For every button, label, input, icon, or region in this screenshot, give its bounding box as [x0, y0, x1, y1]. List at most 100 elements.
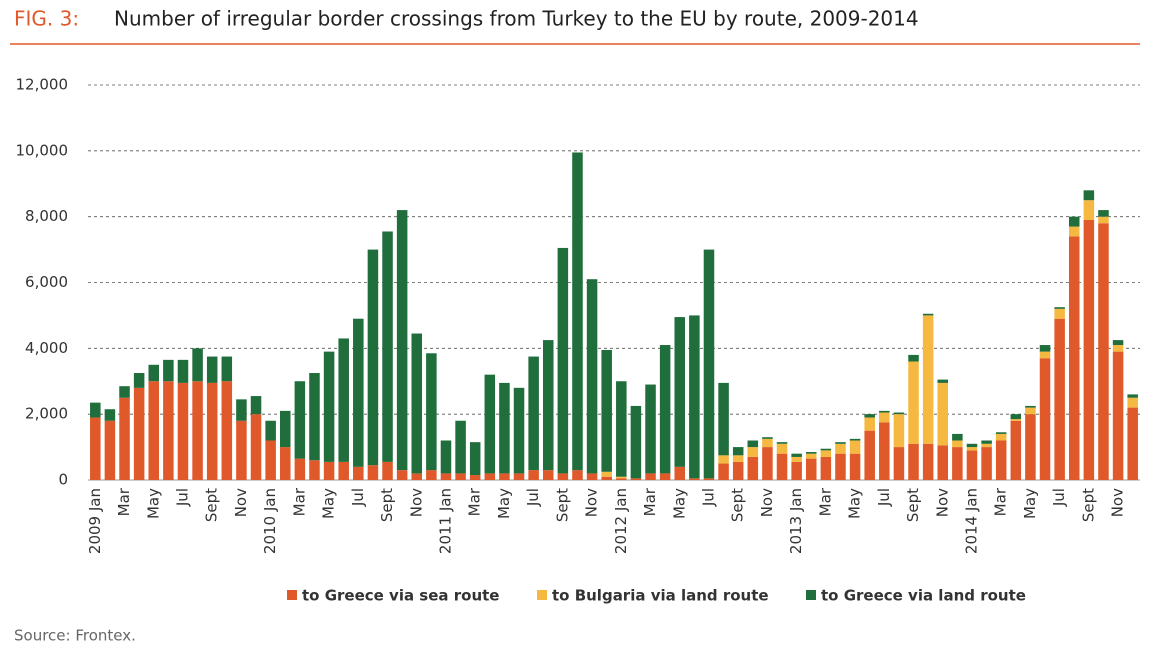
- x-tick-label: Jul: [699, 488, 717, 507]
- bar-segment: [163, 381, 174, 480]
- bar-segment: [732, 447, 744, 456]
- bar-segment: [250, 396, 262, 415]
- bar-segment: [323, 351, 335, 462]
- bar-segment: [645, 473, 656, 480]
- x-tick-label: Sept: [378, 488, 396, 522]
- bar-segment: [1098, 223, 1109, 480]
- bar-segment: [747, 447, 759, 457]
- bar-segment: [469, 475, 481, 480]
- bar-segment: [236, 399, 247, 421]
- bar-segment: [659, 345, 671, 474]
- bar-segment: [995, 433, 1007, 441]
- bar-segment: [1039, 358, 1051, 480]
- bar-segment: [513, 387, 525, 474]
- bar-segment: [732, 455, 744, 462]
- bar-segment: [411, 473, 423, 480]
- bar-segment: [294, 458, 306, 480]
- bar-segment: [133, 387, 145, 480]
- bar-segment: [849, 453, 861, 480]
- bar-segment: [791, 461, 802, 480]
- bar-segment: [279, 447, 291, 480]
- bar-segment: [981, 440, 992, 444]
- bar-segment: [893, 412, 905, 415]
- bar-segment: [820, 450, 832, 457]
- bar-segment: [820, 448, 832, 451]
- x-tick-label: 2013 Jan: [787, 488, 805, 554]
- bar-segment: [440, 473, 452, 480]
- x-tick-label: Nov: [232, 488, 250, 517]
- legend-swatch: [287, 590, 297, 600]
- bar-segment: [90, 417, 101, 480]
- x-tick-label: 2012 Jan: [612, 488, 630, 554]
- bar-segment: [893, 414, 905, 448]
- bar-segment: [791, 453, 802, 457]
- bar-segment: [835, 442, 846, 444]
- bar-segment: [469, 442, 481, 476]
- bar-segment: [440, 440, 452, 474]
- bar-segment: [674, 466, 686, 480]
- bar-segment: [601, 349, 612, 472]
- bar-segment: [762, 437, 773, 439]
- bar-segment: [616, 381, 627, 477]
- bar-segment: [776, 453, 788, 480]
- bar-segment: [966, 443, 978, 448]
- x-tick-label: 2011 Jan: [436, 488, 454, 554]
- bar-segment: [864, 417, 875, 431]
- bar-segment: [718, 382, 729, 456]
- bar-segment: [835, 453, 846, 480]
- bar-segment: [616, 476, 627, 479]
- source: Source: Frontex.: [14, 627, 136, 645]
- bar-segment: [323, 461, 335, 480]
- bar-segment: [805, 458, 817, 480]
- bar-segment: [221, 381, 233, 480]
- bar-segment: [426, 353, 437, 471]
- bar-segment: [849, 438, 861, 441]
- bar-segment: [163, 359, 174, 382]
- bar-segment: [396, 210, 408, 471]
- bar-segment: [1068, 236, 1080, 480]
- x-tick-label: Mar: [290, 487, 308, 516]
- bar-segment: [586, 473, 598, 480]
- bar-segment: [513, 473, 525, 480]
- x-tick-label: Jul: [1050, 488, 1068, 507]
- bar-segment: [981, 447, 992, 480]
- bar-segment: [1127, 394, 1138, 398]
- bar-segment: [937, 379, 949, 383]
- bar-segment: [1025, 414, 1036, 480]
- x-tick-label: Mar: [641, 487, 659, 516]
- x-tick-label: Sept: [729, 488, 747, 522]
- x-tick-label: Nov: [933, 488, 951, 517]
- bar-segment: [966, 447, 978, 451]
- bar-segment: [952, 440, 963, 448]
- bar-segment: [805, 453, 817, 459]
- bar-segment: [586, 279, 598, 474]
- bar-segment: [703, 249, 715, 479]
- bar-segment: [119, 386, 130, 398]
- bar-segment: [1054, 308, 1065, 319]
- bar-segment: [908, 361, 919, 444]
- x-tick-label: May: [1021, 488, 1039, 519]
- bar-segment: [1010, 414, 1022, 420]
- bar-segment: [1054, 318, 1065, 480]
- bar-segment: [528, 470, 539, 480]
- bar-segment: [879, 412, 890, 423]
- x-tick-label: Sept: [553, 488, 571, 522]
- legend-swatch: [537, 590, 547, 600]
- bar-segment: [236, 420, 247, 480]
- bar-segment: [849, 440, 861, 454]
- bar-segment: [1098, 210, 1109, 217]
- bar-segment: [908, 354, 919, 362]
- x-tick-label: Nov: [1109, 488, 1127, 517]
- bar-segment: [645, 384, 656, 474]
- bar-segment: [966, 450, 978, 480]
- bar-segment: [601, 476, 612, 480]
- bar-segment: [279, 410, 291, 448]
- bar-segment: [762, 438, 773, 448]
- bar-segment: [338, 338, 349, 462]
- y-tick-label: 2,000: [25, 405, 68, 423]
- bar-segment: [455, 420, 466, 474]
- bar-segment: [922, 443, 934, 480]
- bar-segment: [1083, 190, 1095, 201]
- bar-segment: [542, 340, 554, 471]
- bar-segment: [981, 443, 992, 448]
